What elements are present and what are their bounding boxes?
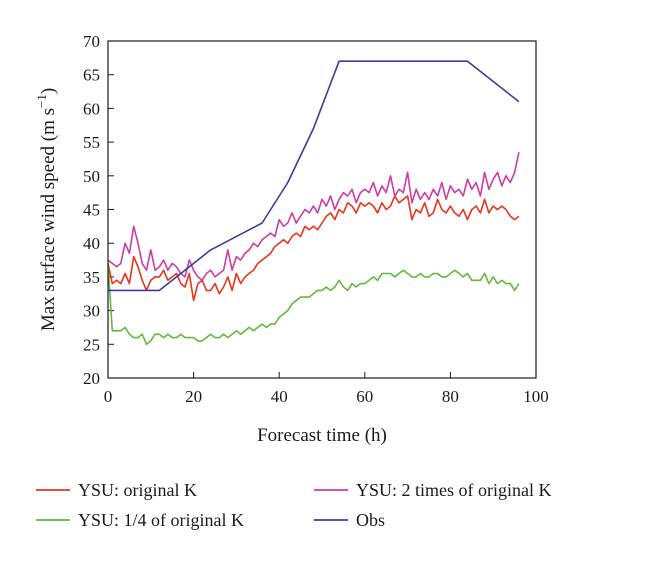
y-tick-label: 55 — [83, 133, 100, 152]
legend-label: YSU: 1/4 of original K — [78, 510, 244, 530]
y-tick-label: 20 — [83, 369, 100, 388]
x-axis-title: Forecast time (h) — [257, 425, 387, 446]
series-layer — [107, 60, 520, 346]
x-tick-label: 60 — [356, 387, 373, 406]
y-axis-title: Max surface wind speed (m s−1) — [34, 88, 59, 331]
series-line-ysu-1-4-of-original-k — [107, 263, 520, 346]
x-tick-label: 0 — [104, 387, 113, 406]
y-axis-title-main: Max surface wind speed (m s — [38, 108, 59, 331]
y-tick-label: 45 — [83, 201, 100, 220]
y-tick-label: 30 — [83, 302, 100, 321]
legend-label: Obs — [356, 510, 385, 530]
legend-label: YSU: 2 times of original K — [356, 480, 552, 500]
series-line-ysu-2-times-of-original-k — [107, 152, 520, 282]
x-tick-label: 100 — [523, 387, 549, 406]
y-tick-label: 70 — [83, 32, 100, 51]
y-tick-label: 40 — [83, 234, 100, 253]
plot-frame — [107, 40, 537, 379]
y-tick-label: 25 — [83, 335, 100, 354]
y-tick-label: 65 — [83, 66, 100, 85]
y-tick-label: 35 — [83, 268, 100, 287]
series-line-ysu-original-k — [107, 195, 520, 302]
x-tick-label: 80 — [442, 387, 459, 406]
x-tick-label: 40 — [271, 387, 288, 406]
y-tick-label: 50 — [83, 167, 100, 186]
y-axis-title-exponent: −1 — [34, 94, 49, 108]
series-line-obs — [108, 60, 520, 292]
y-axis-title-suffix: ) — [38, 88, 59, 94]
y-tick-label: 60 — [83, 99, 100, 118]
legend-label: YSU: original K — [78, 480, 197, 500]
x-tick-label: 20 — [185, 387, 202, 406]
legend: YSU: original K YSU: 2 times of original … — [36, 480, 552, 530]
